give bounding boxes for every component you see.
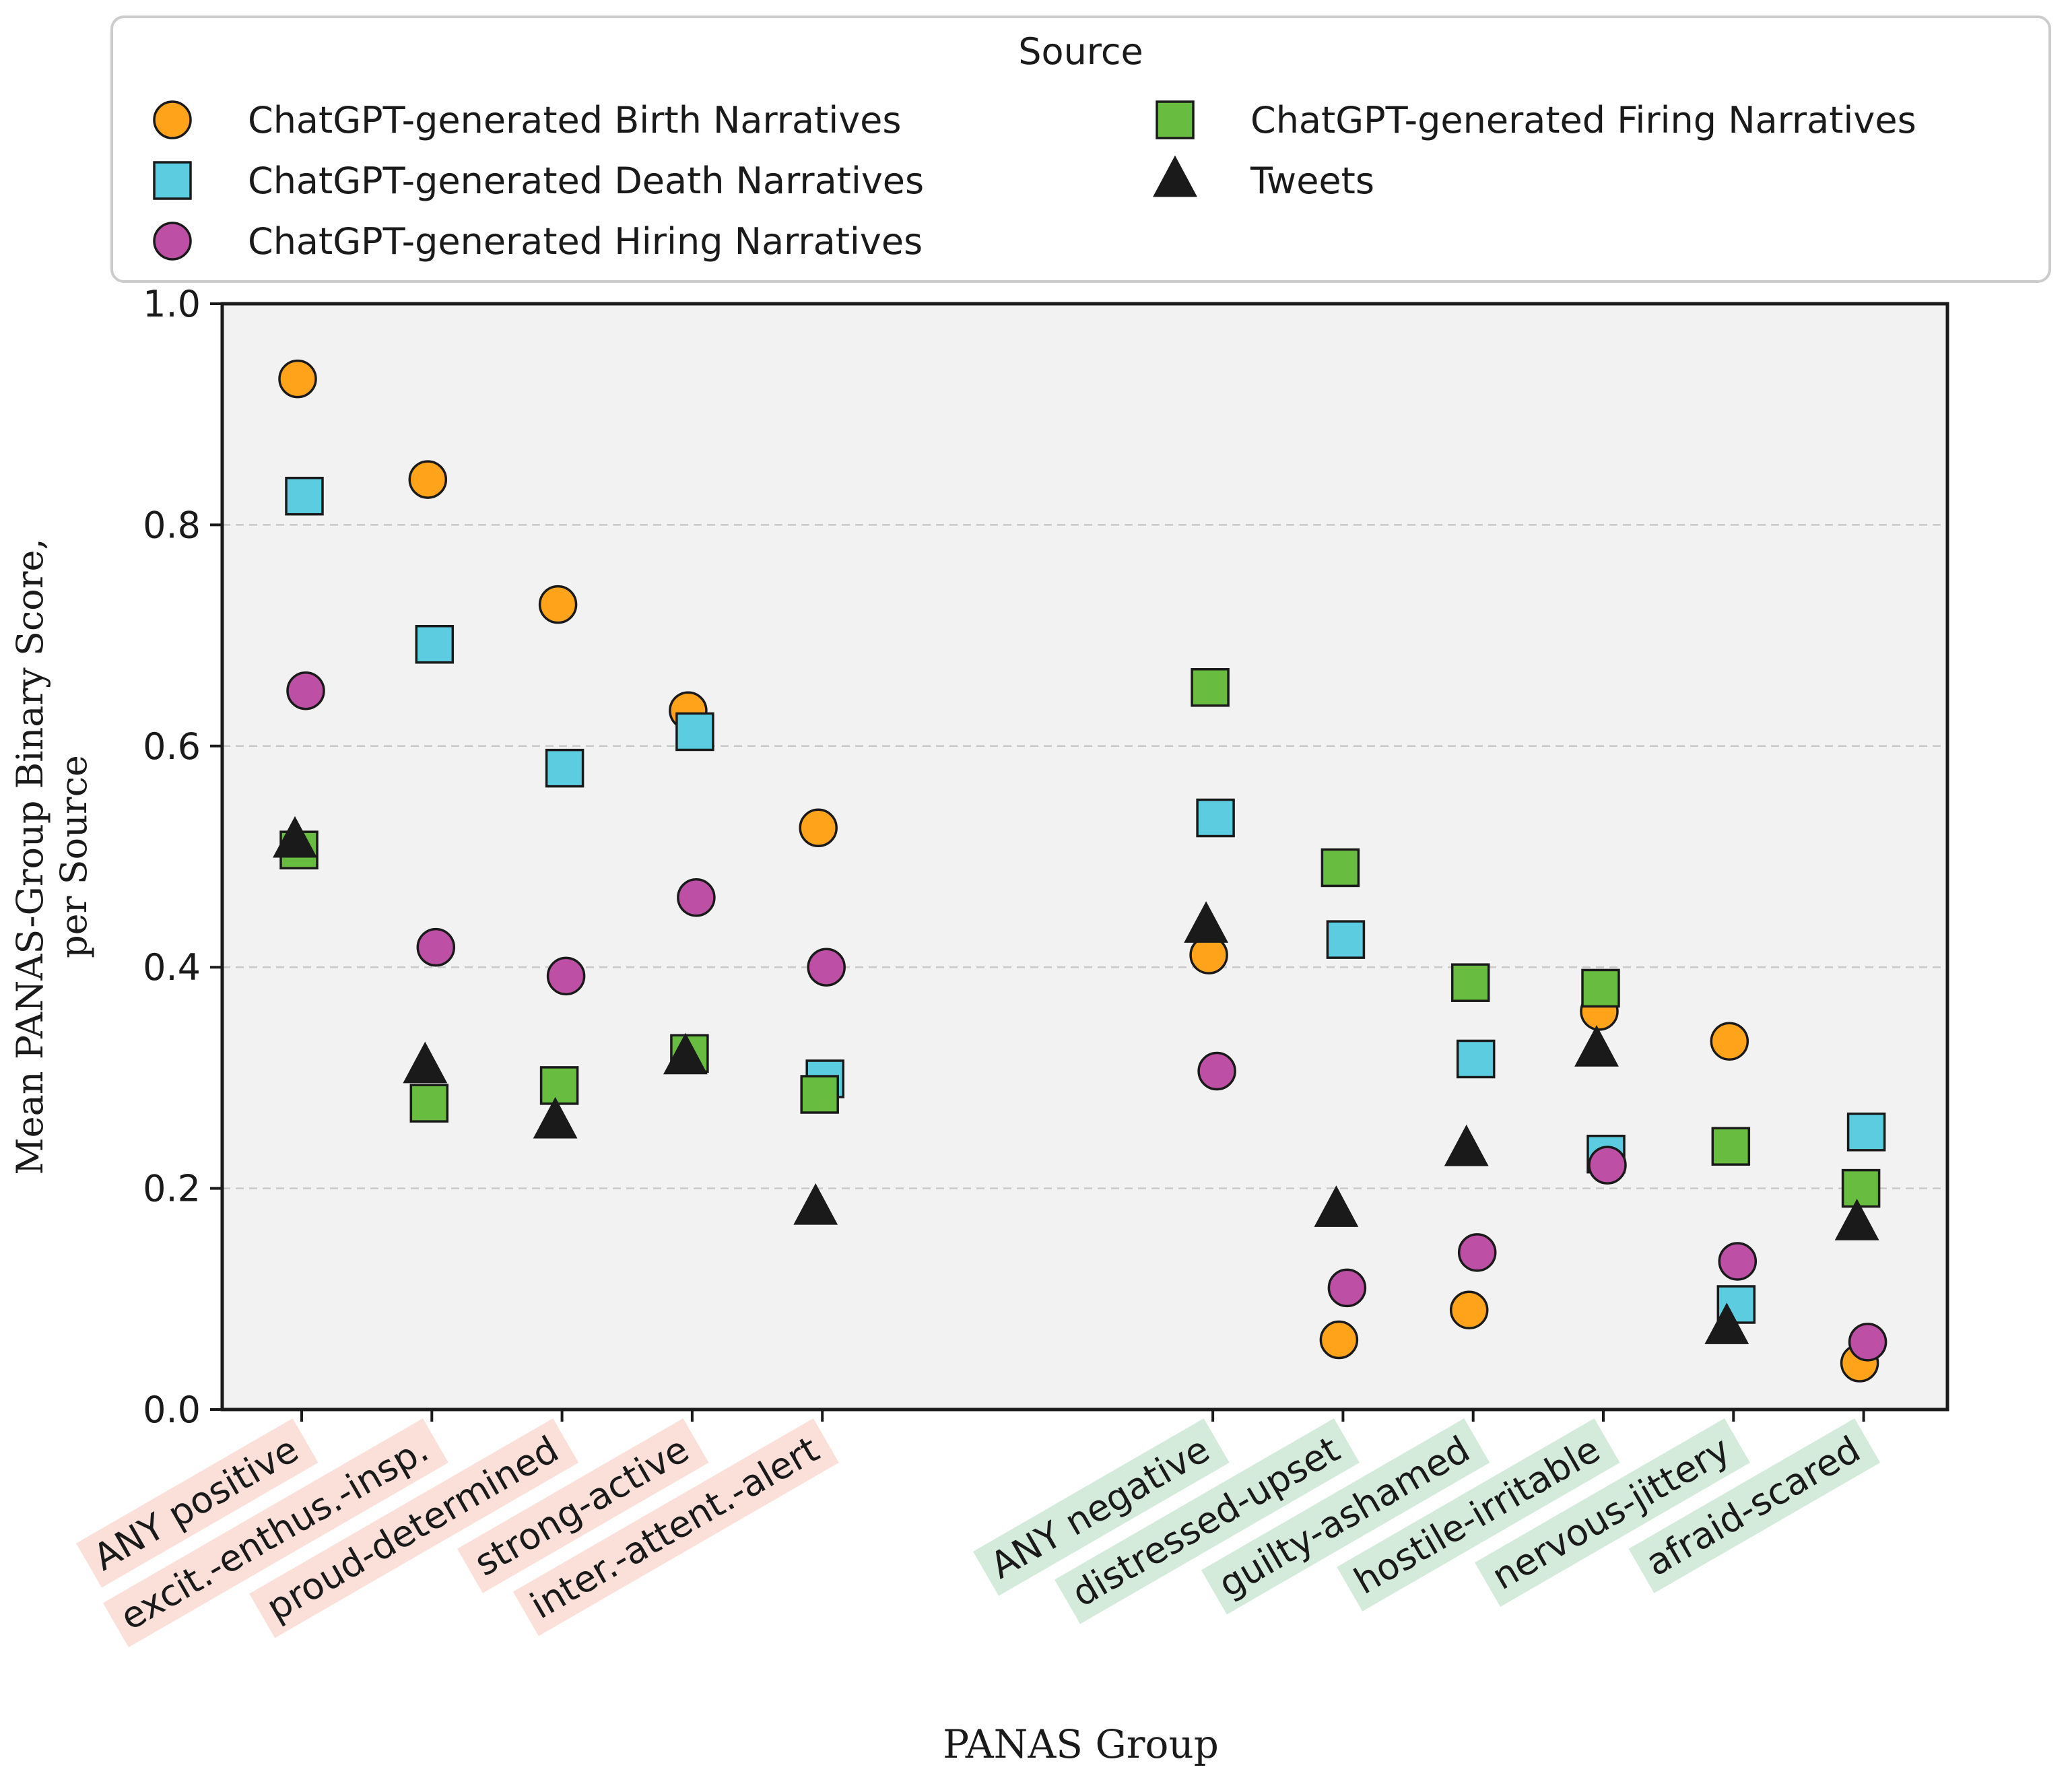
legend-frame xyxy=(110,15,2051,283)
x-tick-label-bg xyxy=(1337,1418,1620,1612)
legend-item-chatgpt-generated-firing-narratives: ChatGPT-generated Firing Narratives xyxy=(1156,99,1916,141)
point-chatgpt-generated-death-narratives-proud-determined xyxy=(545,748,584,788)
point-chatgpt-generated-hiring-narratives-any-negative xyxy=(1197,1051,1236,1091)
y-tick-label: 0.2 xyxy=(143,1168,201,1210)
legend-item-chatgpt-generated-birth-narratives: ChatGPT-generated Birth Narratives xyxy=(153,99,902,141)
x-tick-label-bg xyxy=(1201,1418,1490,1615)
legend-item-tweets: Tweets xyxy=(1153,155,1374,202)
plot-area xyxy=(222,304,1947,1410)
legend-marker xyxy=(1156,100,1195,139)
point-chatgpt-generated-death-narratives-any-negative xyxy=(1196,798,1235,838)
series-tweets xyxy=(273,816,1879,1344)
point-chatgpt-generated-death-narratives-guilty-ashamed xyxy=(1456,1039,1496,1079)
point-chatgpt-generated-hiring-narratives-inter-attent-alert xyxy=(807,948,846,987)
legend-items: ChatGPT-generated Birth Narratives ChatGP… xyxy=(153,99,1916,263)
x-tick-label-bg xyxy=(249,1418,579,1638)
x-tick-label-bg xyxy=(1055,1418,1360,1624)
series-chatgpt-generated-firing-narratives xyxy=(279,668,1881,1208)
point-chatgpt-generated-firing-narratives-excit-enthus-insp xyxy=(409,1084,449,1123)
legend-item-chatgpt-generated-hiring-narratives: ChatGPT-generated Hiring Narratives xyxy=(153,220,923,263)
point-chatgpt-generated-hiring-narratives-excit-enthus-insp xyxy=(416,927,456,967)
point-chatgpt-generated-death-narratives-afraid-scared xyxy=(1846,1113,1886,1152)
point-chatgpt-generated-firing-narratives-nervous-jittery xyxy=(1711,1127,1751,1166)
point-tweets-proud-determined xyxy=(533,1096,578,1139)
legend: Source ChatGPT-generated Birth Narrative… xyxy=(110,15,2051,283)
point-chatgpt-generated-firing-narratives-hostile-irritable xyxy=(1581,968,1620,1008)
point-tweets-hostile-irritable xyxy=(1574,1025,1619,1067)
series-chatgpt-generated-death-narratives xyxy=(285,476,1886,1324)
point-chatgpt-generated-firing-narratives-inter-attent-alert xyxy=(800,1075,839,1114)
legend-marker xyxy=(153,222,192,261)
point-chatgpt-generated-hiring-narratives-guilty-ashamed xyxy=(1457,1233,1497,1272)
point-chatgpt-generated-hiring-narratives-distressed-upset xyxy=(1327,1268,1367,1308)
plot-frame xyxy=(220,302,1949,1412)
point-tweets-any-positive xyxy=(273,816,317,858)
point-chatgpt-generated-birth-narratives-distressed-upset xyxy=(1319,1320,1359,1360)
y-gridlines xyxy=(222,524,1947,1189)
y-tick-label: 1.0 xyxy=(143,283,201,325)
y-tick-label: 0.8 xyxy=(143,504,201,546)
point-chatgpt-generated-death-narratives-excit-enthus-insp xyxy=(415,624,455,664)
x-tick-label-bg xyxy=(973,1418,1230,1596)
point-tweets-strong-active xyxy=(663,1032,708,1075)
point-chatgpt-generated-death-narratives-strong-active xyxy=(675,712,714,752)
point-chatgpt-generated-firing-narratives-any-negative xyxy=(1191,668,1230,707)
point-chatgpt-generated-hiring-narratives-afraid-scared xyxy=(1848,1323,1887,1362)
legend-marker xyxy=(153,100,192,139)
series-chatgpt-generated-hiring-narratives xyxy=(286,671,1887,1362)
y-tick-label: 0.0 xyxy=(143,1389,201,1431)
legend-label: Tweets xyxy=(1250,160,1374,202)
point-chatgpt-generated-death-narratives-any-positive xyxy=(285,476,324,516)
point-chatgpt-generated-birth-narratives-nervous-jittery xyxy=(1710,1022,1749,1061)
legend-item-chatgpt-generated-death-narratives: ChatGPT-generated Death Narratives xyxy=(153,160,924,202)
point-tweets-guilty-ashamed xyxy=(1444,1124,1489,1166)
point-chatgpt-generated-birth-narratives-proud-determined xyxy=(538,585,578,624)
y-tick-label: 0.4 xyxy=(143,946,201,989)
x-tick-label-bg xyxy=(1628,1418,1881,1593)
point-chatgpt-generated-birth-narratives-guilty-ashamed xyxy=(1449,1290,1489,1329)
point-chatgpt-generated-death-narratives-distressed-upset xyxy=(1326,920,1366,959)
point-chatgpt-generated-firing-narratives-proud-determined xyxy=(539,1066,579,1105)
point-chatgpt-generated-hiring-narratives-any-positive xyxy=(286,671,325,710)
x-tick-label-bg xyxy=(1475,1418,1750,1608)
point-chatgpt-generated-birth-narratives-inter-attent-alert xyxy=(799,808,838,848)
legend-label: ChatGPT-generated Hiring Narratives xyxy=(248,220,923,263)
legend-title: Source xyxy=(1018,30,1143,73)
point-chatgpt-generated-firing-narratives-guilty-ashamed xyxy=(1450,963,1490,1002)
point-tweets-afraid-scared xyxy=(1834,1198,1879,1240)
y-axis: 0.0 0.2 0.4 0.6 0.8 1.0 xyxy=(143,283,222,1431)
point-chatgpt-generated-hiring-narratives-nervous-jittery xyxy=(1718,1242,1758,1281)
y-tick-label: 0.6 xyxy=(143,725,201,768)
point-tweets-inter-attent-alert xyxy=(793,1183,838,1225)
x-tick-label-bg xyxy=(457,1418,709,1593)
legend-marker xyxy=(1153,155,1197,197)
point-chatgpt-generated-hiring-narratives-hostile-irritable xyxy=(1588,1146,1627,1185)
x-tick-label-bg xyxy=(102,1418,448,1648)
legend-label: ChatGPT-generated Firing Narratives xyxy=(1250,99,1916,141)
point-chatgpt-generated-birth-narratives-any-positive xyxy=(278,359,317,399)
y-axis-label-line-1: Mean PANAS-Group Binary Score, xyxy=(9,538,51,1174)
legend-label: ChatGPT-generated Birth Narratives xyxy=(248,99,902,141)
x-tick-label-bg xyxy=(76,1418,319,1588)
point-chatgpt-generated-hiring-narratives-proud-determined xyxy=(546,956,586,996)
x-axis: ANY positiveexcit.-enthus.-insp.proud-de… xyxy=(76,1410,1881,1648)
point-tweets-nervous-jittery xyxy=(1704,1302,1749,1344)
point-chatgpt-generated-birth-narratives-excit-enthus-insp xyxy=(408,460,448,499)
data-marks xyxy=(273,359,1887,1383)
legend-marker xyxy=(153,161,192,200)
point-tweets-any-negative xyxy=(1184,901,1229,943)
point-chatgpt-generated-firing-narratives-distressed-upset xyxy=(1321,848,1360,888)
x-axis-label: PANAS Group xyxy=(943,1721,1219,1767)
point-tweets-distressed-upset xyxy=(1314,1185,1359,1227)
legend-label: ChatGPT-generated Death Narratives xyxy=(248,160,924,202)
point-chatgpt-generated-hiring-narratives-strong-active xyxy=(677,878,716,917)
y-axis-label-line-2: per Source xyxy=(53,755,95,958)
point-chatgpt-generated-firing-narratives-afraid-scared xyxy=(1841,1168,1881,1208)
point-tweets-excit-enthus-insp xyxy=(403,1041,448,1084)
x-tick-label-bg xyxy=(512,1418,839,1636)
